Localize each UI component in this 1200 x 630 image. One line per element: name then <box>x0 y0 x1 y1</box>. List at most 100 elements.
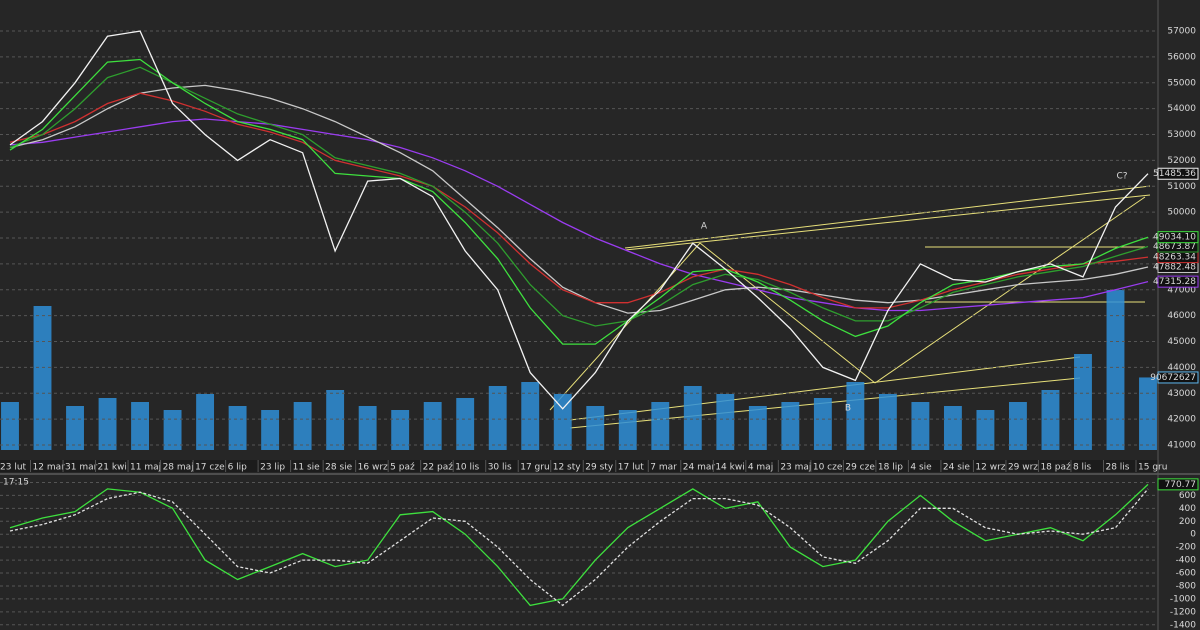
volume-bar <box>1009 402 1027 450</box>
last-value-label: 47882.48 <box>1153 262 1196 272</box>
y-tick-label: 43000 <box>1167 389 1196 399</box>
volume-bar <box>98 398 117 450</box>
y-tick-label: 600 <box>1179 491 1196 501</box>
y-tick-label: 57000 <box>1167 27 1196 37</box>
y-tick-label: 41000 <box>1167 441 1196 451</box>
y-tick-label: -1200 <box>1170 607 1196 617</box>
volume-bar <box>943 406 962 450</box>
y-tick-label: -200 <box>1176 543 1197 553</box>
x-tick-label: 17 cze <box>195 463 225 473</box>
x-tick-label: 7 mar <box>650 463 677 473</box>
volume-bar <box>1074 354 1092 450</box>
last-value-box <box>1157 167 1199 180</box>
volume-bar <box>553 394 572 450</box>
x-tick-label: 23 maj <box>780 463 811 473</box>
x-tick-label: 10 cze <box>813 463 843 473</box>
x-tick-label: 28 sie <box>325 463 353 473</box>
volume-bar <box>1139 377 1157 450</box>
volume-bar <box>488 386 507 450</box>
last-value-label: 90672627 <box>1150 373 1196 383</box>
last-value-label: 48673.87 <box>1153 242 1196 252</box>
last-value-box <box>1157 478 1199 491</box>
y-tick-label: 200 <box>1179 517 1196 527</box>
y-tick-label: 42000 <box>1167 415 1196 425</box>
time-label: 17:15 <box>3 478 29 488</box>
volume-bar <box>293 402 312 450</box>
volume-bar <box>748 406 767 450</box>
volume-bar <box>911 402 930 450</box>
trendline <box>699 242 876 384</box>
volume-bar <box>521 382 540 450</box>
x-tick-label: 14 kwi <box>715 463 744 473</box>
y-tick-label: 53000 <box>1167 130 1196 140</box>
y-tick-label: 54000 <box>1167 104 1196 114</box>
annotation: A <box>701 222 708 232</box>
series-line <box>9 66 1149 327</box>
y-tick-label: 50000 <box>1167 208 1196 218</box>
series-line <box>9 58 1149 345</box>
volume-bar <box>326 390 345 450</box>
volume-bar <box>586 406 605 450</box>
x-tick-label: 24 mar <box>683 463 716 473</box>
volume-bar <box>131 402 149 450</box>
x-tick-label: 31 mar <box>65 463 98 473</box>
volume-bar <box>813 398 832 450</box>
last-value-label: 770.77 <box>1165 480 1197 490</box>
x-tick-label: 15 gru <box>1138 463 1167 473</box>
y-tick-label: 55000 <box>1167 78 1196 88</box>
x-tick-label: 18 lip <box>878 463 903 473</box>
x-tick-label: 12 sty <box>553 463 582 473</box>
y-tick-label: -1400 <box>1170 620 1196 630</box>
volume-bar <box>976 410 995 450</box>
x-tick-label: 29 sty <box>585 463 614 473</box>
volume-bar <box>358 406 377 450</box>
y-tick-label: 0 <box>1190 530 1196 540</box>
y-tick-label: 44000 <box>1167 363 1196 373</box>
x-tick-label: 22 paź <box>423 463 454 473</box>
last-value-box <box>1157 231 1199 244</box>
series-line <box>9 483 1149 607</box>
x-tick-label: 12 mar <box>33 463 66 473</box>
x-tick-label: 24 sie <box>943 463 971 473</box>
x-tick-label: 23 lut <box>0 463 27 473</box>
series-line <box>9 84 1149 314</box>
series-line <box>9 30 1149 410</box>
x-tick-label: 23 lip <box>260 463 285 473</box>
y-tick-label: 47000 <box>1167 285 1196 295</box>
y-tick-label: -400 <box>1176 556 1197 566</box>
y-tick-label: -1000 <box>1170 594 1196 604</box>
volume-bar <box>781 402 800 450</box>
annotation: B <box>845 404 851 414</box>
y-tick-label: -600 <box>1176 569 1197 579</box>
series-line <box>9 488 1149 607</box>
y-tick-label: 56000 <box>1167 52 1196 62</box>
volume-bar <box>1106 290 1125 450</box>
last-value-label: 47315.28 <box>1153 277 1196 287</box>
last-value-label: 51485.36 <box>1153 169 1196 179</box>
last-value-box <box>1157 371 1199 384</box>
annotation: C? <box>1116 172 1127 182</box>
y-tick-label: 46000 <box>1167 311 1196 321</box>
x-tick-label: 18 paź <box>1040 463 1071 473</box>
volume-bar <box>683 386 702 450</box>
volume-bar <box>846 382 865 450</box>
volume-bar <box>618 410 637 450</box>
x-tick-label: 6 lip <box>228 463 248 473</box>
y-tick-label: -800 <box>1176 581 1197 591</box>
x-tick-label: 8 lis <box>1073 463 1092 473</box>
y-tick-label: 52000 <box>1167 156 1196 166</box>
volume-bar <box>33 306 52 450</box>
x-tick-label: 12 wrz <box>975 463 1005 473</box>
x-tick-label: 16 wrz <box>358 463 388 473</box>
volume-bar <box>423 402 442 450</box>
volume-bar <box>1041 390 1060 450</box>
last-value-box <box>1157 275 1199 288</box>
x-tick-label: 11 maj <box>130 463 161 473</box>
last-value-label: 49034.10 <box>1153 233 1196 243</box>
x-tick-label: 21 kwi <box>98 463 127 473</box>
x-tick-label: 4 sie <box>910 463 932 473</box>
x-tick-label: 10 lis <box>455 463 479 473</box>
series-line <box>9 118 1149 312</box>
x-tick-label: 5 paź <box>390 463 415 473</box>
x-tick-label: 11 sie <box>293 463 321 473</box>
